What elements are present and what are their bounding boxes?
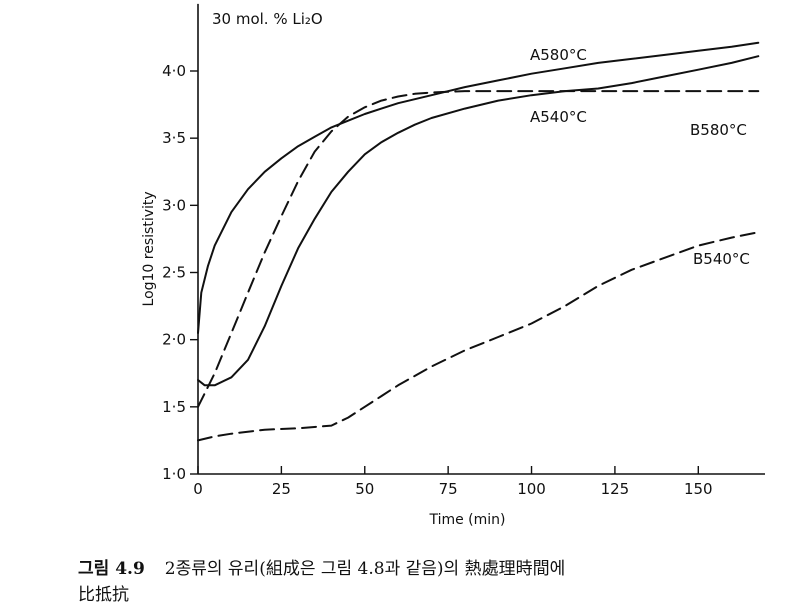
series-label-3: A540°C [530,108,587,126]
series-line-1 [197,41,760,334]
series-label-2: B580°C [690,121,747,139]
figure-number: 그림 4.9 [78,559,145,579]
axes: 1·0 1·5 2·0 2·5 3·0 3·5 4·0 0 25 50 75 100 125 150 [162,3,765,498]
x-tick-label: 125 [601,480,630,498]
series-layer [197,41,760,442]
x-tick-label: 100 [517,480,546,498]
figure-caption: 그림 4.9 2종류의 유리(組成은 그림 4.8과 같음)의 熱處理時間에 比抵… [78,556,790,608]
y-tick-label: 4·0 [162,62,186,80]
chart-title: 30 mol. % Li₂O [212,10,323,28]
series-label-4: B540°C [693,250,750,268]
series-line-2 [197,90,760,408]
x-tick-label: 150 [684,480,713,498]
y-tick-label: 2·5 [162,264,186,282]
series-label-1: A580°C [530,46,587,64]
x-axis-title: Time (min) [428,512,505,528]
y-tick-label: 3·5 [162,129,186,147]
x-tick-label: 75 [439,480,458,498]
y-tick-label: 3·0 [162,196,186,214]
y-tick-label: 1·5 [162,398,186,416]
line-chart: 1·0 1·5 2·0 2·5 3·0 3·5 4·0 0 25 50 75 100 125 150 Ti… [141,3,765,528]
caption-line-2: 比抵抗 [78,585,129,605]
caption-line-1: 2종류의 유리(組成은 그림 4.8과 같음)의 熱處理時間에 [164,559,566,579]
y-axis-title: Log10 resistivity [141,191,157,306]
y-tick-label: 2·0 [162,331,186,349]
x-tick-label: 25 [272,480,291,498]
y-tick-label: 1·0 [162,465,186,483]
x-tick-label: 0 [193,480,203,498]
labels-layer: Time (min) Log10 resistivity 30 mol. % Li₂… [141,10,750,528]
series-line-4 [197,231,760,442]
x-tick-label: 50 [355,480,374,498]
series-line-3 [197,55,760,387]
